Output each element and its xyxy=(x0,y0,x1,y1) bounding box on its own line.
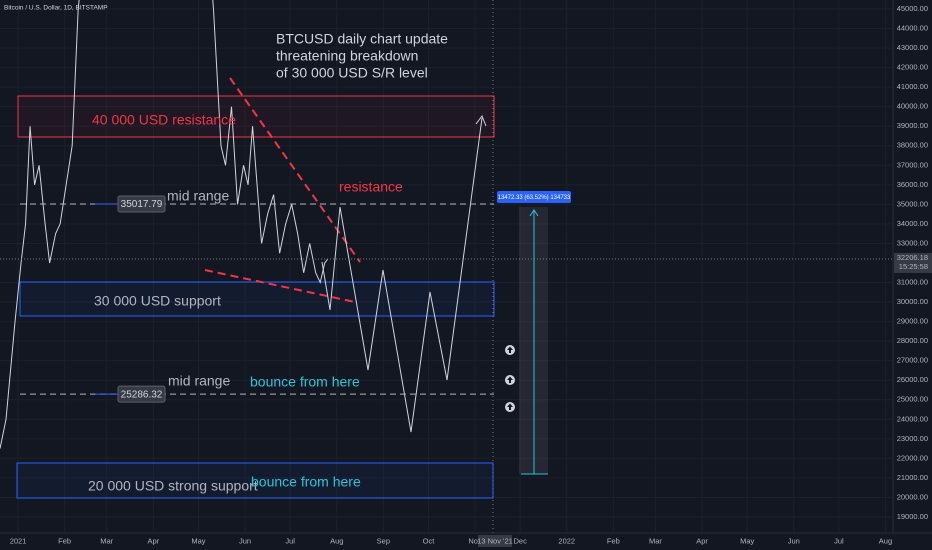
x-tick-label: Sep xyxy=(377,536,390,545)
last-price-label: 32206.18 xyxy=(897,253,928,262)
resistance-label: resistance xyxy=(339,179,403,195)
x-tick-label: Jun xyxy=(788,536,800,545)
grid xyxy=(0,0,893,533)
plot xyxy=(0,0,329,449)
projection xyxy=(321,117,483,433)
x-tick-label: Mar xyxy=(649,536,662,545)
y-tick-label: 24000.00 xyxy=(897,414,928,423)
x-tick-label: Dec xyxy=(513,536,527,545)
y-tick-label: 29000.00 xyxy=(897,317,928,326)
mid-range-label: mid range xyxy=(167,188,229,204)
x-tick-label: 2021 xyxy=(10,536,27,545)
support-zone xyxy=(19,281,495,317)
last-price-box xyxy=(894,252,932,273)
countdown-label: 15:25:58 xyxy=(899,262,928,271)
x-tick-label: Mar xyxy=(100,536,113,545)
measure-arrow xyxy=(529,209,539,217)
y-tick-label: 20000.00 xyxy=(897,492,928,501)
y-tick-label: 21000.00 xyxy=(897,473,928,482)
y-tick-label: 37000.00 xyxy=(897,160,928,169)
x-tick-label: May xyxy=(191,536,205,545)
y-tick-label: 36000.00 xyxy=(897,180,928,189)
x-tick-label: Nov xyxy=(468,536,482,545)
y-tick-label: 26000.00 xyxy=(897,375,928,384)
zone-label: 40 000 USD resistance xyxy=(92,112,236,128)
y-tick-label: 31000.00 xyxy=(897,278,928,287)
annotation-title: BTCUSD daily chart update xyxy=(276,31,448,47)
y-tick-label: 33000.00 xyxy=(897,238,928,247)
cursor-date: 13 Nov '21 xyxy=(477,536,513,545)
y-tick-label: 30000.00 xyxy=(897,297,928,306)
level-label: 35017.79 xyxy=(121,199,163,210)
x-tick-label: May xyxy=(740,536,754,545)
cursor-date-box xyxy=(478,535,512,547)
x-tick-label: Jun xyxy=(239,536,251,545)
level-label-box xyxy=(117,195,166,213)
measure-label: 13472.33 (63.52%) 134733 xyxy=(498,195,571,201)
x-tick-label: Feb xyxy=(607,536,620,545)
x-tick-label: Jul xyxy=(285,536,295,545)
annotation-title: threatening breakdown xyxy=(276,48,418,64)
arrow-icons xyxy=(505,345,515,412)
x-tick-label: 2022 xyxy=(558,536,575,545)
x-tick-label: Apr xyxy=(148,536,160,545)
level-label-box xyxy=(117,385,166,403)
measure-label-box xyxy=(497,191,571,203)
x-tick-label: Apr xyxy=(696,536,708,545)
y-tick-label: 34000.00 xyxy=(897,219,928,228)
strong-support-zone xyxy=(16,462,494,499)
y-tick-label: 23000.00 xyxy=(897,434,928,443)
bounce-label: bounce from here xyxy=(250,374,360,390)
zone-label: 20 000 USD strong support xyxy=(88,478,258,494)
axes: 19000.00 20000.00 21000.00 22000.00 23000.00… xyxy=(10,4,932,545)
y-axis xyxy=(893,0,932,550)
y-tick-label: 27000.00 xyxy=(897,356,928,365)
x-tick-label: Aug xyxy=(879,536,892,545)
y-tick-label: 45000.00 xyxy=(897,4,928,13)
mid-range-label: mid range xyxy=(168,373,230,389)
y-tick-label: 35000.00 xyxy=(897,199,928,208)
trend-line xyxy=(229,77,361,263)
y-tick-label: 22000.00 xyxy=(897,453,928,462)
y-tick-label: 19000.00 xyxy=(897,512,928,521)
zone-label: 30 000 USD support xyxy=(94,293,221,309)
y-tick-label: 25000.00 xyxy=(897,395,928,404)
y-tick-label: 39000.00 xyxy=(897,121,928,130)
bounce-label: bounce from here xyxy=(251,474,361,490)
y-tick-label: 44000.00 xyxy=(897,24,928,33)
x-tick-label: Aug xyxy=(330,536,343,545)
price-line xyxy=(0,0,329,449)
y-tick-label: 43000.00 xyxy=(897,43,928,52)
x-tick-label: Oct xyxy=(423,536,436,545)
y-tick-label: 38000.00 xyxy=(897,141,928,150)
x-tick-label: Jul xyxy=(834,536,844,545)
y-tick-label: 28000.00 xyxy=(897,336,928,345)
x-tick-label: Feb xyxy=(58,536,71,545)
y-tick-label: 42000.00 xyxy=(897,63,928,72)
chart-title: Bitcoin / U.S. Dollar, 1D, BITSTAMP xyxy=(4,5,108,12)
annotation-title: of 30 000 USD S/R level xyxy=(276,65,428,81)
level-label: 25286.32 xyxy=(121,389,163,400)
y-tick-label: 40000.00 xyxy=(897,102,928,111)
y-tick-label: 41000.00 xyxy=(897,82,928,91)
projection-arrow xyxy=(475,114,487,127)
